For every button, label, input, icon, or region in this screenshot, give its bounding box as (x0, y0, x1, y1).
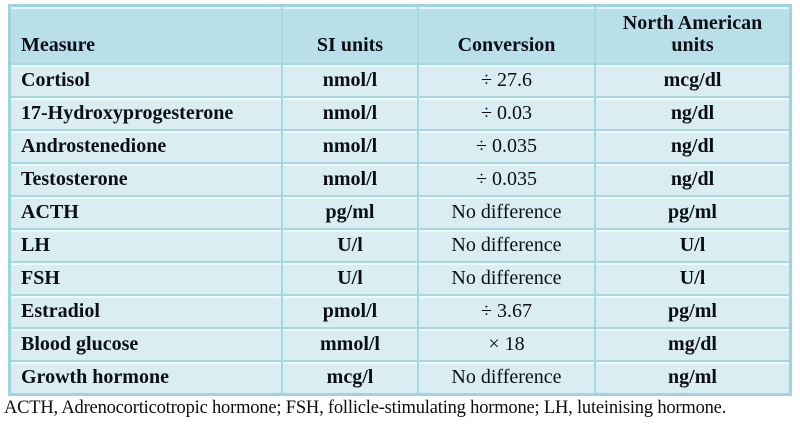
table-body: Cortisol nmol/l ÷ 27.6 mcg/dl 17-Hydroxy… (11, 65, 789, 393)
conversion-cell: ÷ 0.035 (419, 164, 596, 197)
conversion-cell: ÷ 3.67 (419, 296, 596, 329)
conversion-cell: × 18 (419, 329, 596, 362)
measure-cell: Blood glucose (11, 329, 283, 362)
na-units-cell: ng/ml (596, 362, 789, 393)
measure-cell: ACTH (11, 197, 283, 230)
na-units-cell: U/l (596, 263, 789, 296)
conversion-cell: No difference (419, 230, 596, 263)
table-row: Estradiol pmol/l ÷ 3.67 pg/ml (11, 296, 789, 329)
measure-cell: Androstenedione (11, 131, 283, 164)
na-units-cell: U/l (596, 230, 789, 263)
si-units-cell: nmol/l (283, 131, 419, 164)
measure-cell: Testosterone (11, 164, 283, 197)
na-units-cell: ng/dl (596, 164, 789, 197)
conversion-cell: ÷ 0.035 (419, 131, 596, 164)
si-units-cell: mcg/l (283, 362, 419, 393)
conversion-cell: No difference (419, 263, 596, 296)
table-row: LH U/l No difference U/l (11, 230, 789, 263)
header-conversion: Conversion (419, 7, 596, 65)
table-row: Blood glucose mmol/l × 18 mg/dl (11, 329, 789, 362)
si-units-cell: pg/ml (283, 197, 419, 230)
si-units-cell: pmol/l (283, 296, 419, 329)
table-footnote: ACTH, Adrenocorticotropic hormone; FSH, … (4, 398, 727, 418)
table-header: Measure SI units Conversion North Americ… (11, 7, 789, 65)
conversion-cell: No difference (419, 197, 596, 230)
table-row: FSH U/l No difference U/l (11, 263, 789, 296)
header-na-units: North American units (596, 7, 789, 65)
unit-conversion-table: Measure SI units Conversion North Americ… (8, 4, 792, 396)
si-units-cell: nmol/l (283, 98, 419, 131)
conversion-cell: ÷ 27.6 (419, 65, 596, 98)
na-units-cell: ng/dl (596, 131, 789, 164)
table-row: 17-Hydroxyprogesterone nmol/l ÷ 0.03 ng/… (11, 98, 789, 131)
table-row: Testosterone nmol/l ÷ 0.035 ng/dl (11, 164, 789, 197)
si-units-cell: U/l (283, 263, 419, 296)
table-row: ACTH pg/ml No difference pg/ml (11, 197, 789, 230)
na-units-cell: pg/ml (596, 197, 789, 230)
header-measure: Measure (11, 7, 283, 65)
na-units-cell: mcg/dl (596, 65, 789, 98)
na-units-cell: ng/dl (596, 98, 789, 131)
measure-cell: Growth hormone (11, 362, 283, 393)
table-row: Cortisol nmol/l ÷ 27.6 mcg/dl (11, 65, 789, 98)
measure-cell: LH (11, 230, 283, 263)
si-units-cell: U/l (283, 230, 419, 263)
si-units-cell: nmol/l (283, 164, 419, 197)
measure-cell: 17-Hydroxyprogesterone (11, 98, 283, 131)
na-units-cell: pg/ml (596, 296, 789, 329)
header-si-units: SI units (283, 7, 419, 65)
measure-cell: Cortisol (11, 65, 283, 98)
measure-cell: FSH (11, 263, 283, 296)
conversion-cell: No difference (419, 362, 596, 393)
conversion-cell: ÷ 0.03 (419, 98, 596, 131)
si-units-cell: nmol/l (283, 65, 419, 98)
si-units-cell: mmol/l (283, 329, 419, 362)
na-units-cell: mg/dl (596, 329, 789, 362)
table-row: Growth hormone mcg/l No difference ng/ml (11, 362, 789, 393)
table-row: Androstenedione nmol/l ÷ 0.035 ng/dl (11, 131, 789, 164)
header-row: Measure SI units Conversion North Americ… (11, 7, 789, 65)
measure-cell: Estradiol (11, 296, 283, 329)
